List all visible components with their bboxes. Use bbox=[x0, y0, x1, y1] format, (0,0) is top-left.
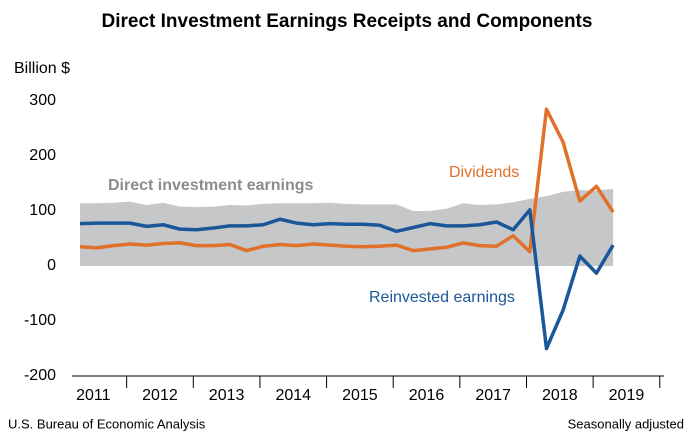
y-tick-label: -200 bbox=[24, 367, 56, 384]
x-group-label: 2016 bbox=[409, 387, 445, 404]
line bbox=[79, 107, 615, 254]
x-group-label: 2015 bbox=[342, 387, 378, 404]
source: U.S. Bureau of Economic Analysis bbox=[8, 416, 206, 431]
series-label: Reinvested earnings bbox=[369, 289, 515, 306]
x-group-label: 2017 bbox=[475, 387, 511, 404]
series-label: Direct investment earnings bbox=[108, 177, 314, 194]
x-group-label: 2013 bbox=[209, 387, 245, 404]
x-group-label: 2019 bbox=[609, 387, 645, 404]
y-tick-label: 300 bbox=[29, 92, 56, 109]
x-group-label: 2011 bbox=[76, 387, 111, 404]
note: Seasonally adjusted bbox=[568, 416, 684, 431]
series-label: Dividends bbox=[449, 164, 519, 181]
x-group-label: 2014 bbox=[275, 387, 311, 404]
x-group-label: 2012 bbox=[142, 387, 178, 404]
line bbox=[79, 208, 615, 351]
chart-title: Direct Investment Earnings Receipts and … bbox=[102, 11, 593, 32]
y-tick-label: 100 bbox=[29, 202, 56, 219]
y-tick-label: 200 bbox=[29, 147, 56, 164]
y-tick-label: -100 bbox=[24, 312, 56, 329]
y-tick-label: 0 bbox=[47, 257, 56, 274]
x-group-label: 2018 bbox=[542, 387, 578, 404]
y-axis-label: Billion $ bbox=[14, 60, 70, 77]
